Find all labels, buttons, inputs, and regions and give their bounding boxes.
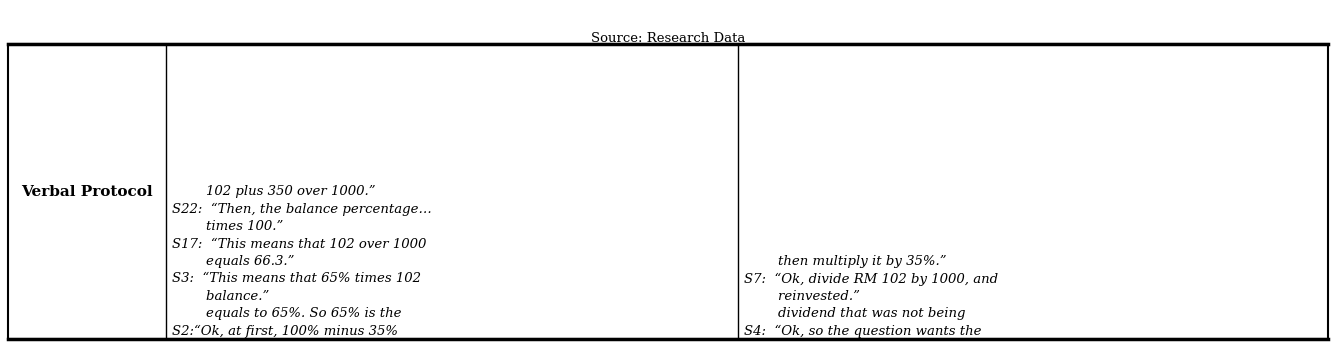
Text: equals 66.3.”: equals 66.3.” bbox=[172, 255, 294, 268]
Text: times 100.”: times 100.” bbox=[172, 220, 283, 233]
Text: balance.”: balance.” bbox=[172, 290, 270, 303]
Text: then multiply it by 35%.”: then multiply it by 35%.” bbox=[744, 255, 946, 268]
Text: S2:“Ok, at first, 100% minus 35%: S2:“Ok, at first, 100% minus 35% bbox=[172, 325, 398, 338]
Bar bbox=[8, 44, 1328, 339]
Text: Source: Research Data: Source: Research Data bbox=[591, 32, 745, 45]
Text: Verbal Protocol: Verbal Protocol bbox=[21, 185, 152, 199]
Text: S22:  “Then, the balance percentage…: S22: “Then, the balance percentage… bbox=[172, 202, 432, 216]
Text: S7:  “Ok, divide RM 102 by 1000, and: S7: “Ok, divide RM 102 by 1000, and bbox=[744, 273, 998, 286]
Text: S3:  “This means that 65% times 102: S3: “This means that 65% times 102 bbox=[172, 273, 421, 285]
Text: reinvested.”: reinvested.” bbox=[744, 290, 860, 303]
Text: 102 plus 350 over 1000.”: 102 plus 350 over 1000.” bbox=[172, 185, 375, 198]
Text: S4:  “Ok, so the question wants the: S4: “Ok, so the question wants the bbox=[744, 325, 982, 338]
Text: equals to 65%. So 65% is the: equals to 65%. So 65% is the bbox=[172, 307, 402, 320]
Text: S17:  “This means that 102 over 1000: S17: “This means that 102 over 1000 bbox=[172, 238, 426, 251]
Text: dividend that was not being: dividend that was not being bbox=[744, 307, 966, 320]
